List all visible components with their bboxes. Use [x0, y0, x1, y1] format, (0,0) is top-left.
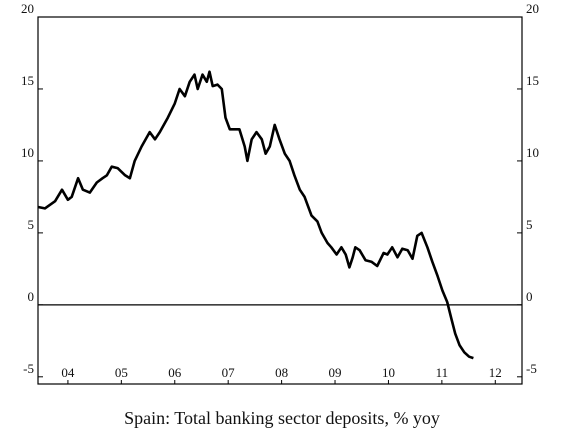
- x-tick-label: 08: [275, 365, 288, 380]
- y-tick-label: 20: [21, 1, 34, 16]
- y2-tick-label: 10: [526, 145, 539, 160]
- y-tick-label: 0: [28, 289, 35, 304]
- y2-tick-label: 15: [526, 73, 539, 88]
- series-line: [37, 70, 474, 360]
- chart-title: Spain: Total banking sector deposits, % …: [124, 408, 440, 428]
- x-tick-label: 07: [222, 365, 236, 380]
- y-tick-label: 5: [28, 217, 35, 232]
- y-tick-label: 15: [21, 73, 34, 88]
- x-tick-label: 09: [329, 365, 342, 380]
- x-tick-label: 05: [115, 365, 128, 380]
- y-tick-label: 10: [21, 145, 34, 160]
- x-tick-label: 11: [436, 365, 449, 380]
- x-tick-label: 10: [382, 365, 395, 380]
- x-tick-label: 04: [61, 365, 75, 380]
- y2-tick-label: 20: [526, 1, 539, 16]
- x-tick-label: 12: [489, 365, 502, 380]
- y2-tick-label: -5: [526, 361, 537, 376]
- plot-frame: [37, 16, 523, 385]
- y2-tick-label: 5: [526, 217, 533, 232]
- y-tick-label: -5: [23, 361, 34, 376]
- y2-tick-label: 0: [526, 289, 533, 304]
- x-tick-label: 06: [168, 365, 182, 380]
